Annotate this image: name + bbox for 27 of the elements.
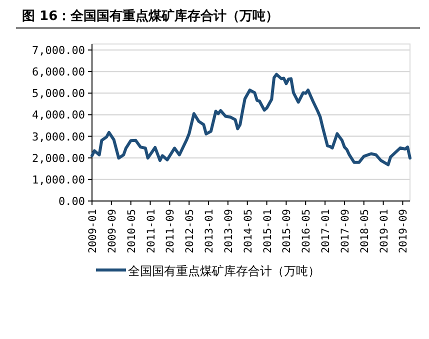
y-tick-label: 2,000.00 bbox=[32, 152, 85, 165]
x-tick-label: 2018-05 bbox=[358, 209, 371, 254]
x-tick-label: 2013-01 bbox=[204, 209, 216, 254]
y-tick-label: 6,000.00 bbox=[32, 66, 85, 79]
y-tick-label: 3,000.00 bbox=[32, 130, 85, 144]
x-tick-label: 2010-05 bbox=[126, 209, 138, 254]
y-tick-label: 1,000.00 bbox=[32, 173, 85, 186]
y-tick-label: 4,000.00 bbox=[32, 108, 85, 122]
x-tick-label: 2017-09 bbox=[339, 209, 352, 254]
x-tick-label: 2016-05 bbox=[300, 209, 313, 254]
x-tick-label: 2012-05 bbox=[184, 209, 196, 254]
x-tick-label: 2011-09 bbox=[164, 209, 177, 254]
x-tick-label: 2015-09 bbox=[281, 209, 294, 254]
x-tick-label: 2019-01 bbox=[378, 209, 390, 254]
y-tick-label: 5,000.00 bbox=[32, 87, 85, 100]
title: 图 16：全国国有重点煤矿库存合计（万吨） bbox=[22, 9, 279, 24]
x-tick-label: 2015-01 bbox=[262, 209, 274, 254]
x-tick-label: 2014-05 bbox=[242, 209, 254, 254]
y-tick-label: 7,000.00 bbox=[32, 44, 85, 57]
x-tick-label: 2013-09 bbox=[222, 209, 235, 254]
x-tick-label: 2017-01 bbox=[320, 209, 332, 254]
x-tick-label: 2009-01 bbox=[87, 209, 99, 254]
x-tick-label: 2019-09 bbox=[398, 209, 410, 254]
x-tick-label: 2009-09 bbox=[106, 209, 118, 254]
y-tick-label: 0.00 bbox=[58, 195, 85, 208]
legend-label: 全国国有重点煤矿库存合计（万吨） bbox=[128, 264, 320, 278]
x-tick-label: 2011-01 bbox=[145, 209, 158, 254]
